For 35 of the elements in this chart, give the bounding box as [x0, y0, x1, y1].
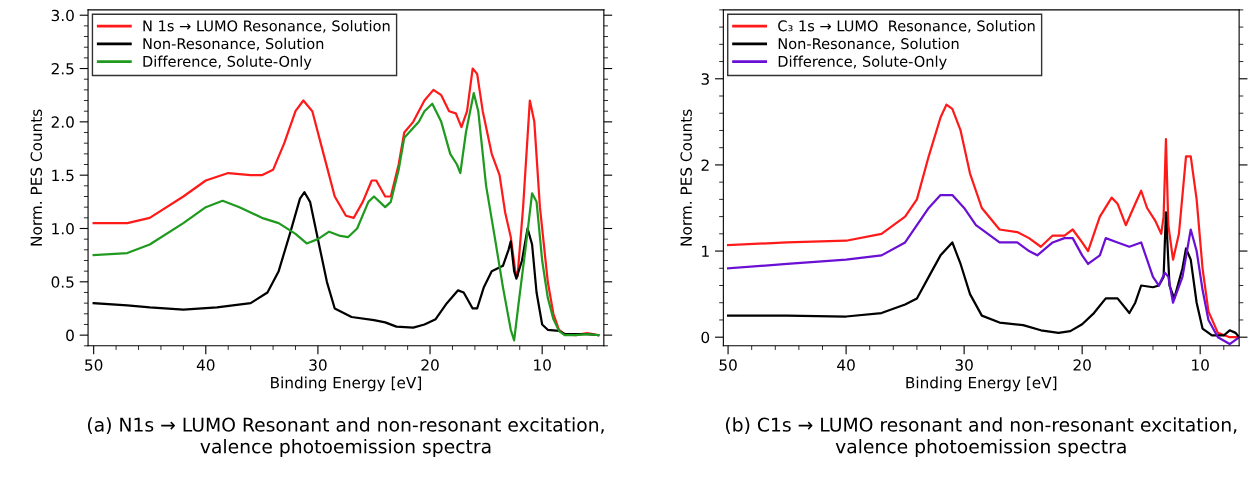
legend-label: N 1s → LUMO Resonance, Solution	[143, 20, 390, 33]
x-tick-label: 20	[1073, 359, 1091, 371]
y-tick-label: 1.5	[52, 169, 74, 182]
y-tick-label: 1.0	[52, 222, 74, 235]
x-axis-title: Binding Energy [eV]	[906, 376, 1057, 392]
y-tick-label: 2	[701, 159, 709, 171]
x-tick-label: 50	[719, 359, 737, 371]
text: (b) C1s → LUMO resonant and non-resonant excitation, valence photoemission spectra	[725, 417, 1237, 458]
legend-label: Non-Resonance, Solution	[778, 37, 959, 51]
legend-label: Difference, Solute-Only	[143, 55, 312, 70]
x-axis-title: Binding Energy [eV]	[271, 376, 421, 392]
y-axis-title: Norm. PES Counts	[30, 109, 43, 246]
x-tick-label: 30	[309, 359, 327, 371]
x-tick-label: 40	[196, 359, 215, 371]
y-tick-label: 2.5	[51, 63, 74, 75]
x-tick-label: 40	[837, 359, 855, 371]
x-tick-label: 30	[955, 359, 973, 371]
y-axis-title: Norm. PES Counts	[680, 109, 692, 246]
legend-label: Non-Resonance, Solution	[143, 37, 324, 51]
y-tick-label: 3	[701, 73, 709, 85]
x-tick-label: 50	[85, 359, 103, 371]
legend-label: Difference, Solute-Only	[778, 55, 947, 70]
y-tick-label: 0	[701, 331, 710, 344]
y-tick-label: 0	[66, 329, 74, 342]
x-tick-label: 20	[421, 359, 439, 371]
y-tick-label: 3.0	[51, 9, 74, 22]
y-tick-label: 0.5	[51, 276, 74, 288]
x-tick-label: 10	[1192, 359, 1209, 371]
x-tick-label: 10	[534, 359, 551, 371]
text: (a) N1s → LUMO Resonant and non-resonant excitation, valence photoemission spectra	[87, 417, 604, 458]
legend-label: C₃ 1s → LUMO Resonance, Solution	[778, 20, 1035, 33]
line-series	[726, 193, 1240, 346]
line-series	[726, 103, 1240, 339]
y-tick-label: 2.0	[51, 116, 74, 128]
y-tick-label: 1	[702, 245, 709, 257]
